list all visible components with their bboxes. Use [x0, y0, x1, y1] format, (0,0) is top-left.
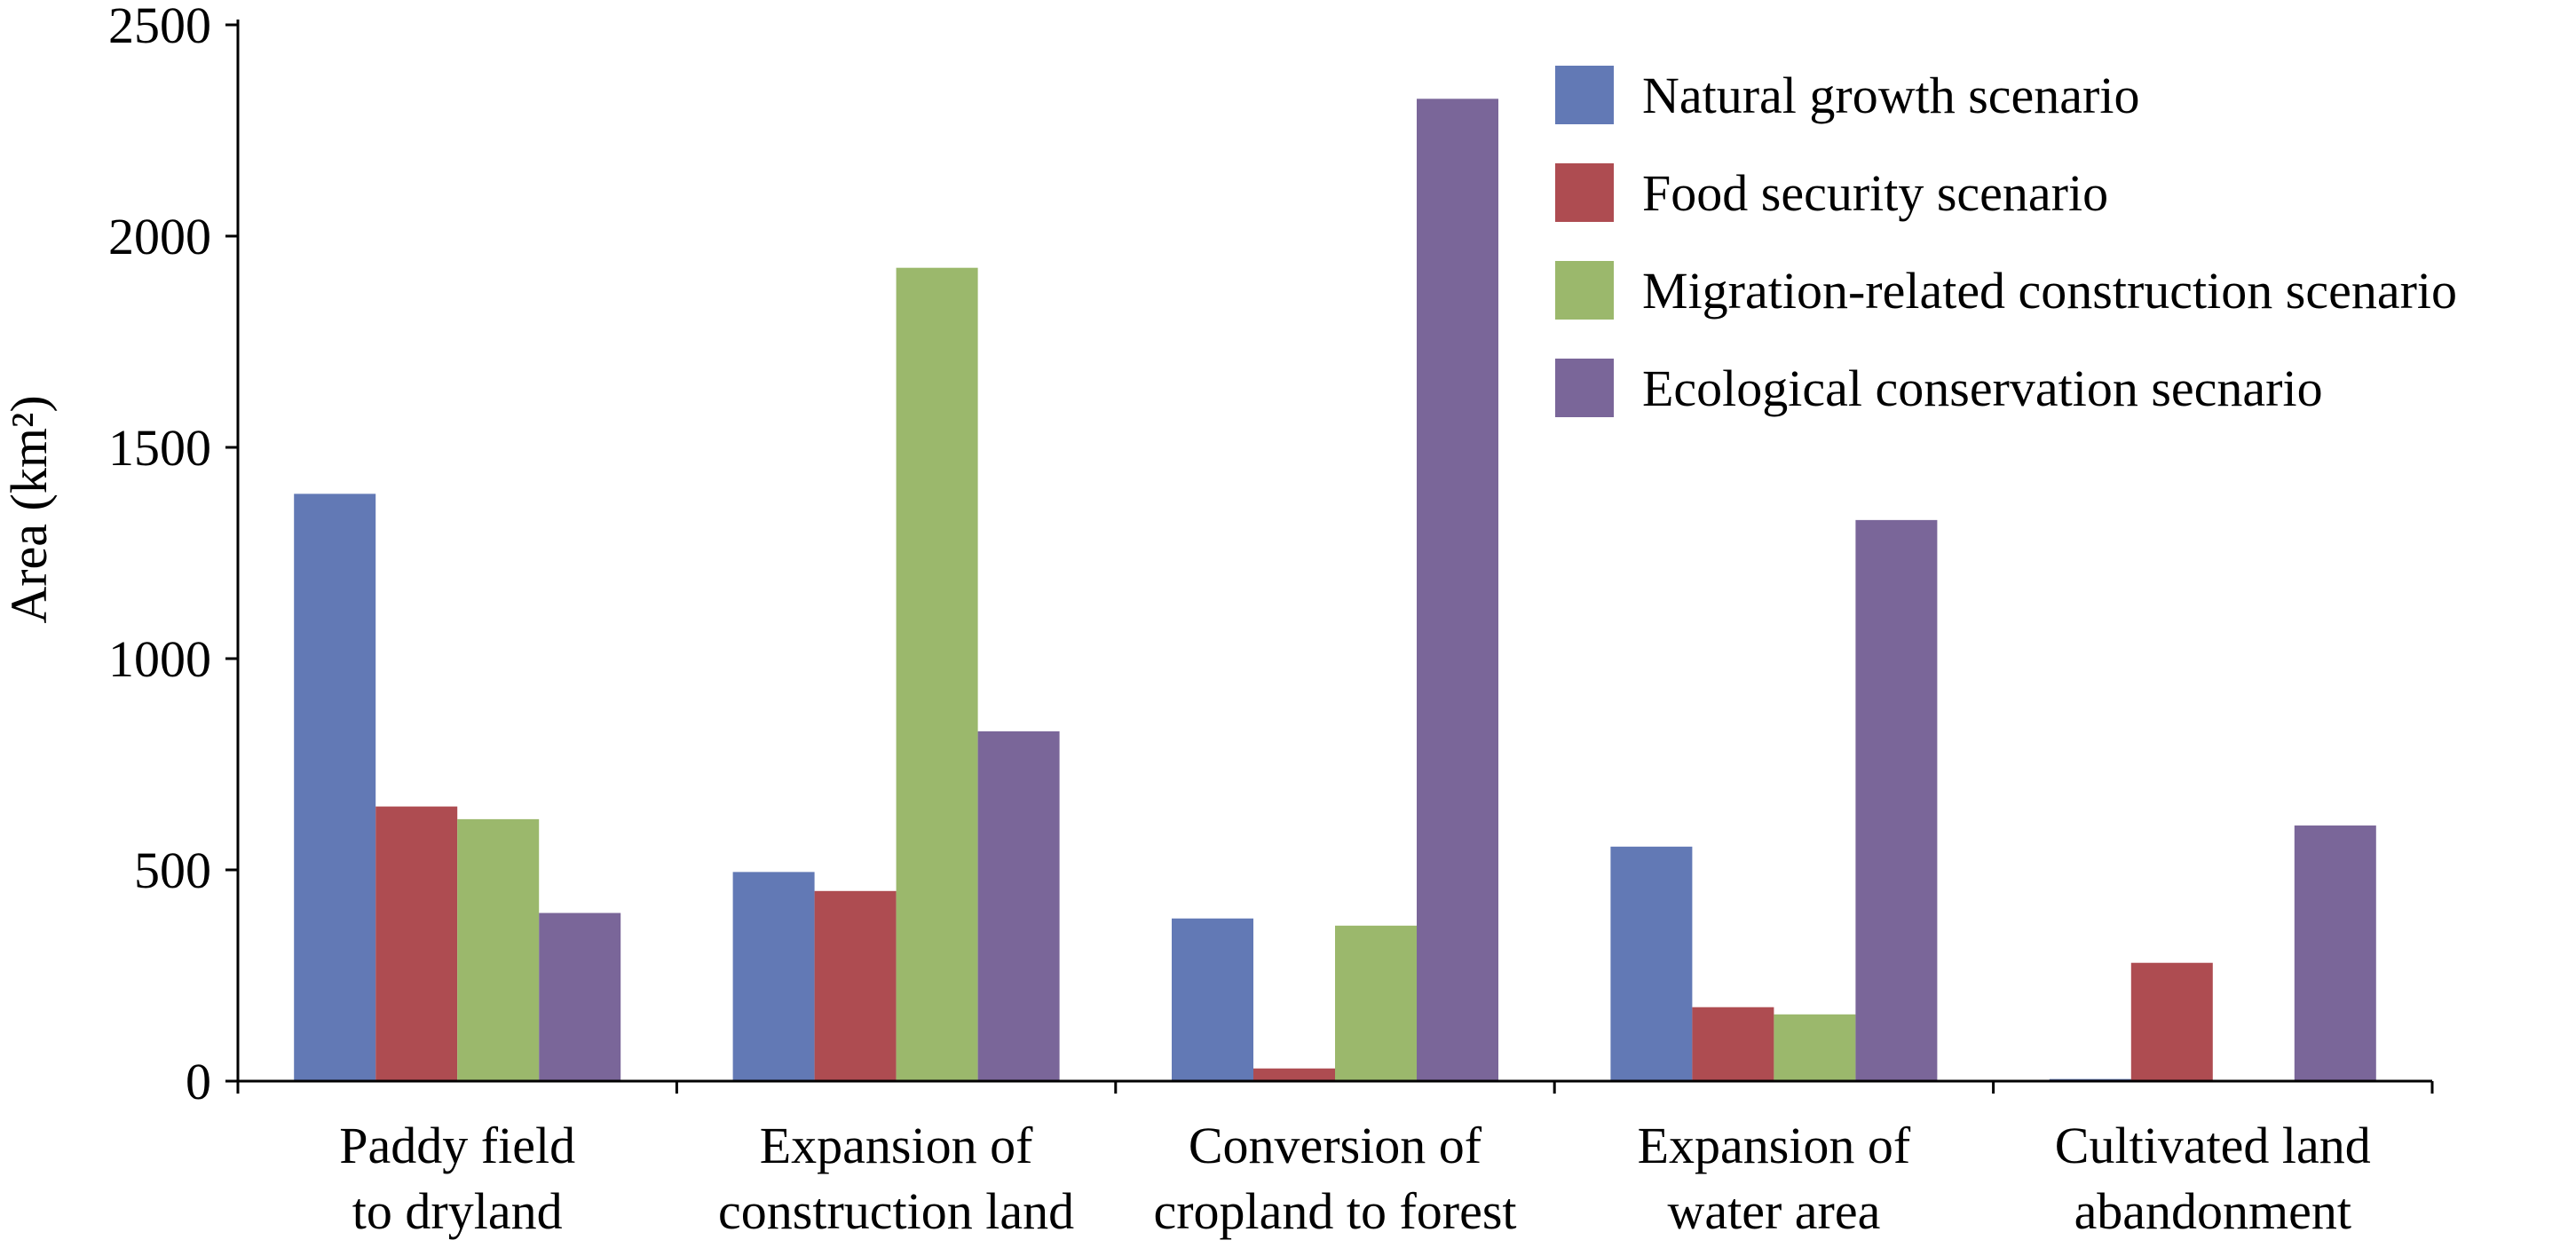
y-tick-label-1: 500	[134, 841, 211, 899]
axes-layer: 0 500 1000 1500 2000 2500 Paddy field to drylan…	[108, 0, 2434, 1240]
legend-label-2: Food security scenario	[1642, 164, 2108, 222]
y-tick-label-4: 2000	[108, 208, 211, 265]
bar-4-cat-4	[1855, 519, 1938, 1081]
bars-layer	[294, 99, 2376, 1081]
legend-swatch-3	[1555, 261, 1614, 320]
bar-2-cat-1	[375, 806, 458, 1081]
y-tick-label-3: 1500	[108, 419, 211, 477]
legend-label-3: Migration-related construction scenario	[1642, 262, 2457, 320]
bar-4-cat-1	[539, 912, 621, 1081]
bar-2-cat-5	[2130, 962, 2213, 1081]
bar-3-cat-2	[896, 267, 978, 1081]
legend-label-1: Natural growth scenario	[1642, 67, 2139, 124]
legend-swatch-4	[1555, 359, 1614, 417]
category-label-1: Paddy field to dryland	[339, 1117, 575, 1240]
y-tick-label-2: 1000	[108, 630, 211, 688]
legend: Natural growth scenario Food security sce…	[1555, 66, 2457, 417]
legend-swatch-1	[1555, 66, 1614, 124]
y-axis-title-group: Area (km²)	[0, 395, 58, 623]
bar-4-cat-5	[2294, 825, 2376, 1081]
bar-3-cat-1	[457, 818, 540, 1081]
bar-1-cat-3	[1172, 918, 1253, 1081]
y-tick-label-5: 2500	[108, 0, 211, 54]
bar-3-cat-4	[1774, 1014, 1856, 1081]
legend-label-4: Ecological conservation secnario	[1642, 359, 2323, 417]
category-label-4: Expansion of water area	[1638, 1117, 1911, 1240]
category-label-2: Expansion of construction land	[718, 1117, 1074, 1240]
bar-4-cat-3	[1417, 99, 1498, 1081]
bar-1-cat-2	[732, 872, 815, 1081]
bar-1-cat-4	[1610, 846, 1693, 1081]
y-tick-label-0: 0	[186, 1053, 211, 1110]
category-label-5: Cultivated land abandonment	[2055, 1117, 2371, 1240]
legend-swatch-2	[1555, 163, 1614, 222]
bar-2-cat-4	[1692, 1007, 1774, 1081]
bar-1-cat-1	[294, 494, 376, 1081]
bar-2-cat-2	[814, 890, 897, 1081]
category-label-3: Conversion of cropland to forest	[1153, 1117, 1516, 1240]
bar-2-cat-3	[1253, 1068, 1335, 1081]
bar-4-cat-2	[977, 731, 1060, 1081]
bar-3-cat-3	[1335, 925, 1417, 1081]
y-axis-title: Area (km²)	[0, 395, 58, 623]
